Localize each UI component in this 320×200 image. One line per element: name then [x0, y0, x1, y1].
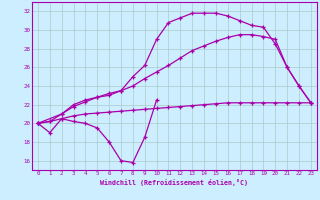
X-axis label: Windchill (Refroidissement éolien,°C): Windchill (Refroidissement éolien,°C)	[100, 179, 248, 186]
